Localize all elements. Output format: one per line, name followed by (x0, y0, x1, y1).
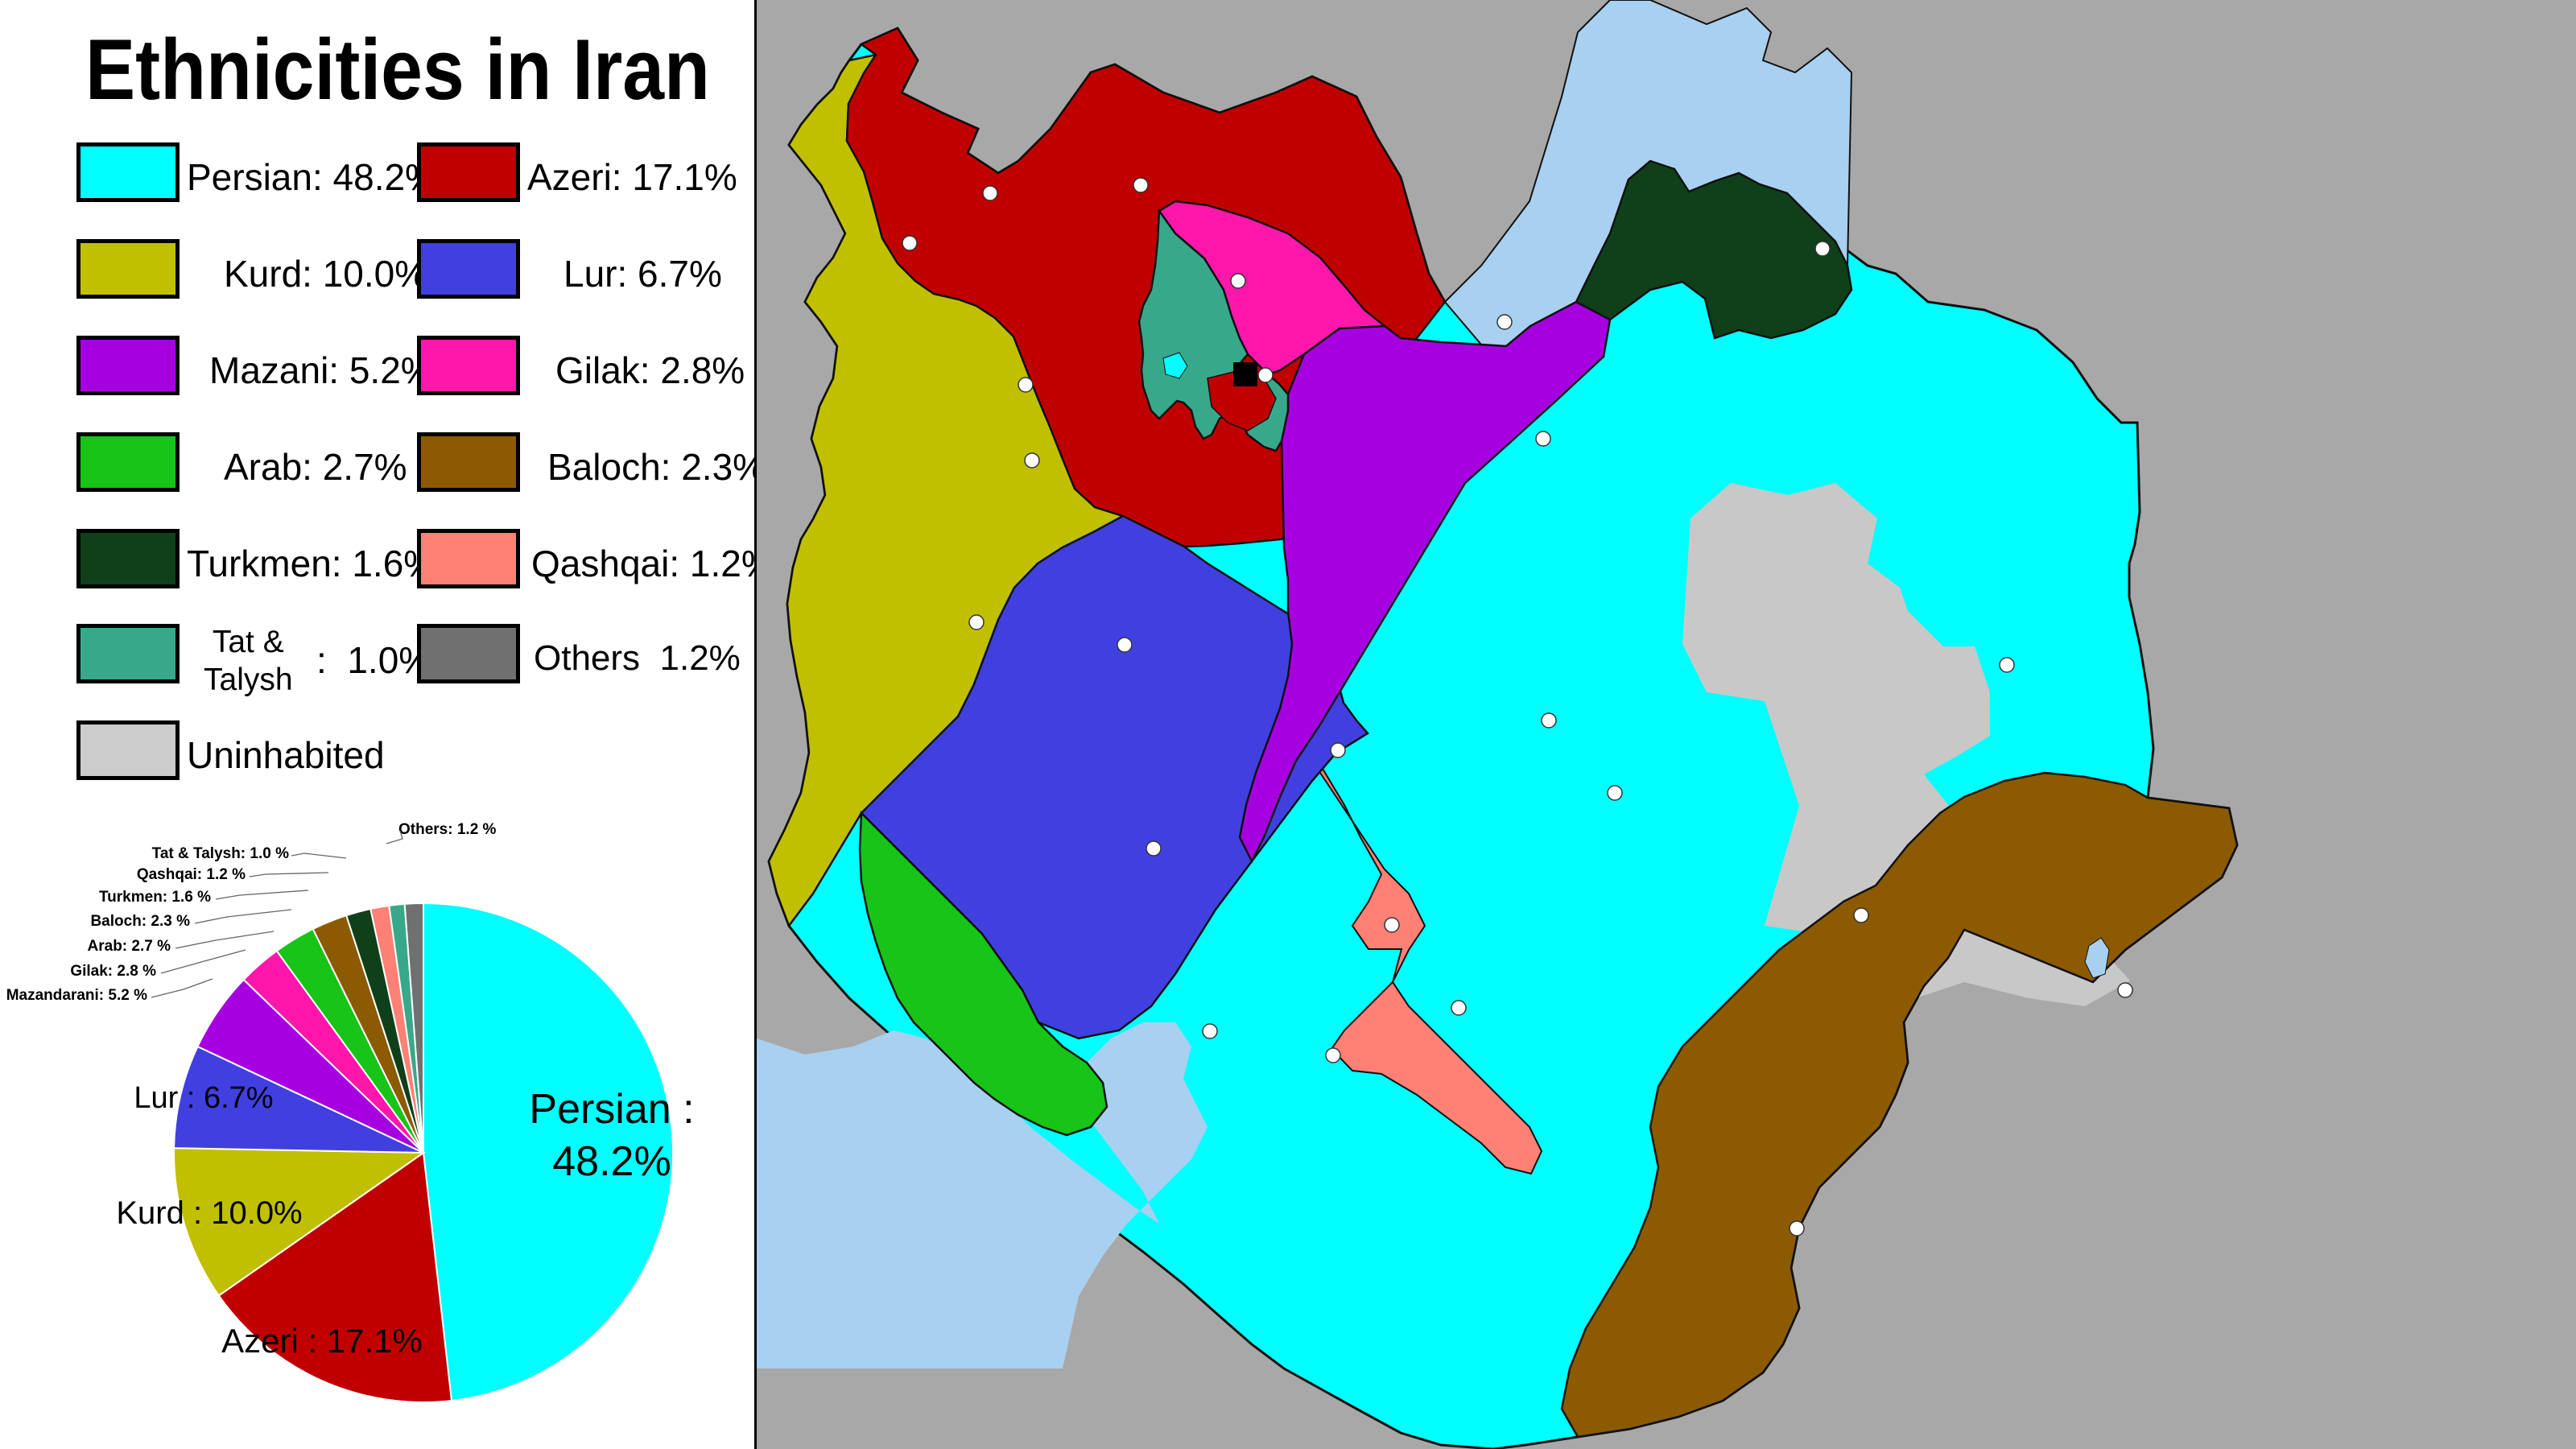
svg-text:Persian :: Persian : (529, 1086, 694, 1133)
svg-text:Others: 1.2 %: Others: 1.2 % (398, 821, 497, 838)
svg-text:Baloch: 2.3 %: Baloch: 2.3 % (90, 913, 190, 930)
svg-text:48.2%: 48.2% (552, 1138, 671, 1185)
svg-text:Tat & Talysh: 1.0 %: Tat & Talysh: 1.0 % (152, 845, 289, 862)
svg-text:Arab: 2.7 %: Arab: 2.7 % (88, 938, 171, 955)
svg-text:Turkmen: 1.6 %: Turkmen: 1.6 % (99, 889, 211, 906)
svg-text:Mazandarani: 5.2 %: Mazandarani: 5.2 % (6, 987, 147, 1004)
svg-text:Qashqai: 1.2 %: Qashqai: 1.2 % (137, 866, 246, 883)
svg-text:Azeri : 17.1%: Azeri : 17.1% (221, 1322, 423, 1360)
svg-text:Lur : 6.7%: Lur : 6.7% (134, 1081, 273, 1115)
svg-text:Kurd : 10.0%: Kurd : 10.0% (116, 1195, 302, 1231)
svg-text:Gilak: 2.8 %: Gilak: 2.8 % (70, 963, 156, 980)
